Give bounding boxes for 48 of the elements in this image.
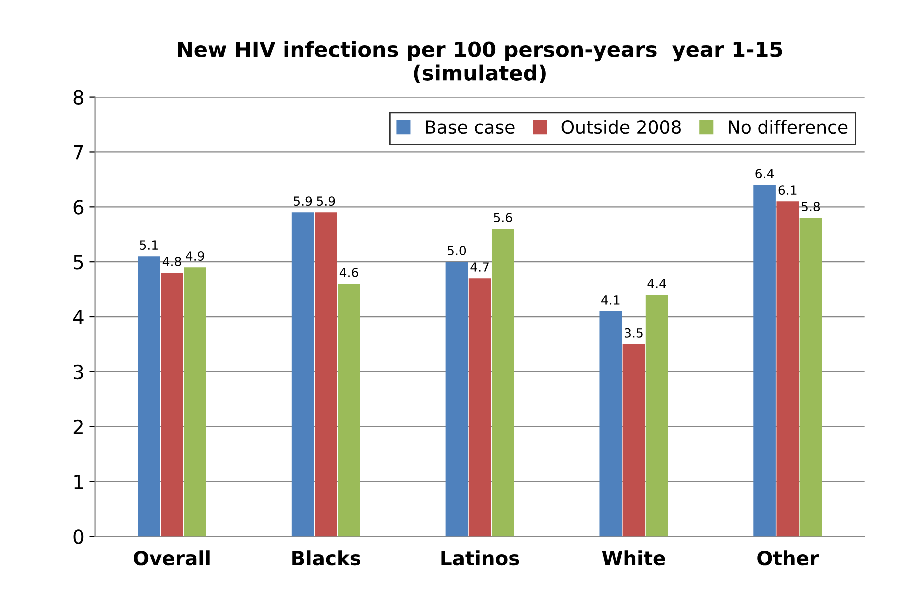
x-tick-label: White	[602, 550, 666, 566]
bar	[446, 262, 468, 537]
bar	[600, 312, 622, 537]
bar	[184, 268, 206, 537]
y-tick-label: 8	[74, 90, 84, 105]
bar	[800, 218, 822, 537]
bar	[492, 229, 514, 537]
data-label: 4.6	[340, 268, 358, 278]
y-tick-label: 1	[74, 475, 84, 490]
data-label: 6.4	[756, 169, 774, 179]
x-tick-label: Other	[758, 550, 820, 566]
data-label: 6.1	[778, 186, 797, 196]
data-label: 3.5	[624, 328, 643, 338]
data-label: 5.8	[802, 202, 820, 212]
data-label: 5.1	[140, 240, 158, 250]
data-label: 4.1	[602, 296, 620, 305]
bar	[776, 202, 800, 537]
y-tick-label: 7	[74, 145, 84, 160]
data-label: 4.9	[186, 252, 204, 261]
data-label: 4.7	[470, 262, 489, 272]
y-tick-label: 4	[73, 310, 84, 324]
bar	[161, 273, 184, 537]
data-label: 5.9	[317, 196, 336, 206]
x-tick-label: Overall	[134, 550, 210, 566]
bar	[646, 295, 668, 537]
y-tick-label: 2	[74, 420, 83, 434]
bar	[138, 256, 160, 537]
data-label: 5.6	[494, 213, 512, 223]
data-label: 4.4	[648, 279, 666, 288]
bar	[754, 185, 776, 537]
bar	[622, 344, 646, 537]
data-label: 5.9	[294, 196, 312, 206]
y-tick-label: 6	[74, 200, 84, 215]
x-tick-label: Blacks	[292, 550, 361, 566]
y-tick-label: 5	[74, 255, 84, 270]
bar	[315, 212, 338, 537]
x-tick-label: Latinos	[442, 550, 520, 566]
y-tick-label: 0	[74, 530, 84, 544]
legend-label: No difference	[729, 120, 848, 134]
y-tick-label: 3	[74, 364, 84, 380]
legend-label: Base case	[426, 120, 515, 134]
legend-label: Outside 2008	[562, 120, 682, 134]
bar	[292, 212, 314, 537]
bar	[468, 278, 492, 537]
data-label: 4.8	[162, 257, 182, 266]
data-label: 5.0	[448, 246, 466, 256]
bar	[338, 284, 360, 537]
chart-title: New HIV infections per 100 person-years year 1-15 (simulated)	[178, 41, 782, 84]
